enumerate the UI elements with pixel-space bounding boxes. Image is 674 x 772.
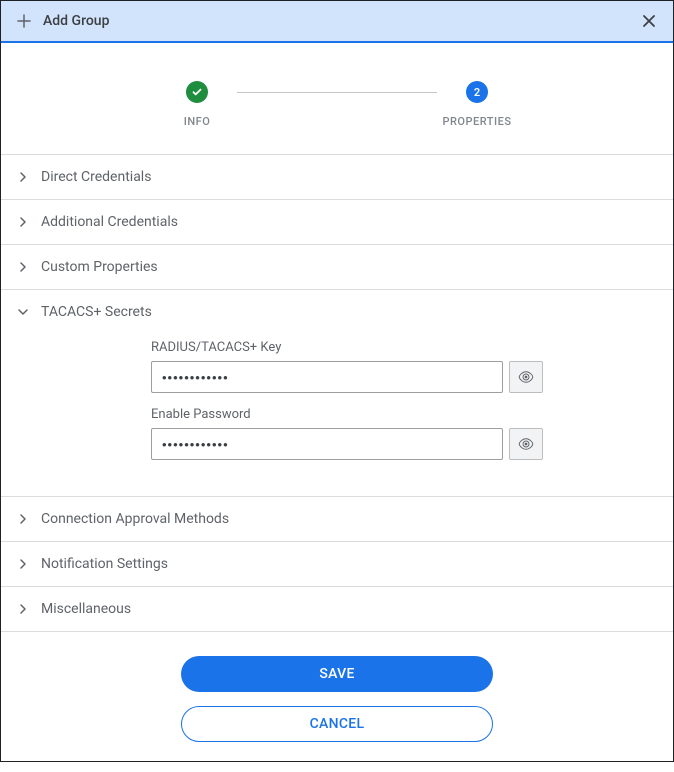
close-button[interactable] bbox=[639, 11, 659, 31]
section-connection-approval: Connection Approval Methods bbox=[1, 497, 673, 542]
sections-container: Direct Credentials Additional Credential… bbox=[1, 154, 673, 632]
enable-password-input[interactable] bbox=[151, 428, 503, 460]
section-title: Direct Credentials bbox=[41, 169, 151, 185]
section-header-custom-properties[interactable]: Custom Properties bbox=[1, 245, 673, 289]
toggle-visibility-button[interactable] bbox=[509, 428, 543, 460]
field-enable-password: Enable Password bbox=[151, 407, 673, 460]
footer: SAVE CANCEL bbox=[1, 632, 673, 772]
chevron-right-icon bbox=[17, 558, 29, 570]
checkmark-icon bbox=[186, 81, 208, 103]
field-radius-key: RADIUS/TACACS+ Key bbox=[151, 340, 673, 393]
radius-key-label: RADIUS/TACACS+ Key bbox=[151, 340, 673, 355]
radius-key-input[interactable] bbox=[151, 361, 503, 393]
modal-header: Add Group bbox=[1, 1, 673, 43]
chevron-right-icon bbox=[17, 216, 29, 228]
add-group-modal: Add Group INFO 2 PROPERTIES Direct Crede… bbox=[0, 0, 674, 762]
radius-key-row bbox=[151, 361, 543, 393]
section-title: Additional Credentials bbox=[41, 214, 178, 230]
section-title: Connection Approval Methods bbox=[41, 511, 229, 527]
chevron-right-icon bbox=[17, 171, 29, 183]
section-tacacs-secrets: TACACS+ Secrets RADIUS/TACACS+ Key Enabl… bbox=[1, 290, 673, 497]
section-additional-credentials: Additional Credentials bbox=[1, 200, 673, 245]
step-properties[interactable]: 2 PROPERTIES bbox=[437, 81, 517, 128]
toggle-visibility-button[interactable] bbox=[509, 361, 543, 393]
step-number-icon: 2 bbox=[466, 81, 488, 103]
step-properties-label: PROPERTIES bbox=[442, 115, 511, 128]
section-title: Custom Properties bbox=[41, 259, 158, 275]
modal-title: Add Group bbox=[43, 13, 109, 29]
section-direct-credentials: Direct Credentials bbox=[1, 155, 673, 200]
section-body-tacacs: RADIUS/TACACS+ Key Enable Password bbox=[1, 334, 673, 496]
enable-password-row bbox=[151, 428, 543, 460]
section-header-miscellaneous[interactable]: Miscellaneous bbox=[1, 587, 673, 631]
section-header-notification-settings[interactable]: Notification Settings bbox=[1, 542, 673, 586]
chevron-down-icon bbox=[17, 306, 29, 318]
header-left: Add Group bbox=[15, 12, 109, 30]
enable-password-label: Enable Password bbox=[151, 407, 673, 422]
section-header-additional-credentials[interactable]: Additional Credentials bbox=[1, 200, 673, 244]
stepper: INFO 2 PROPERTIES bbox=[1, 43, 673, 154]
cancel-button[interactable]: CANCEL bbox=[181, 706, 493, 742]
step-connector bbox=[237, 92, 437, 93]
section-title: Miscellaneous bbox=[41, 601, 131, 617]
step-info-label: INFO bbox=[184, 115, 211, 128]
section-notification-settings: Notification Settings bbox=[1, 542, 673, 587]
section-custom-properties: Custom Properties bbox=[1, 245, 673, 290]
section-title: Notification Settings bbox=[41, 556, 168, 572]
eye-icon bbox=[517, 435, 535, 453]
plus-icon bbox=[15, 12, 33, 30]
section-miscellaneous: Miscellaneous bbox=[1, 587, 673, 632]
section-header-direct-credentials[interactable]: Direct Credentials bbox=[1, 155, 673, 199]
section-header-tacacs-secrets[interactable]: TACACS+ Secrets bbox=[1, 290, 673, 334]
section-header-connection-approval[interactable]: Connection Approval Methods bbox=[1, 497, 673, 541]
save-button[interactable]: SAVE bbox=[181, 656, 493, 692]
chevron-right-icon bbox=[17, 603, 29, 615]
eye-icon bbox=[517, 368, 535, 386]
step-info[interactable]: INFO bbox=[157, 81, 237, 128]
chevron-right-icon bbox=[17, 261, 29, 273]
section-title: TACACS+ Secrets bbox=[41, 304, 152, 320]
chevron-right-icon bbox=[17, 513, 29, 525]
